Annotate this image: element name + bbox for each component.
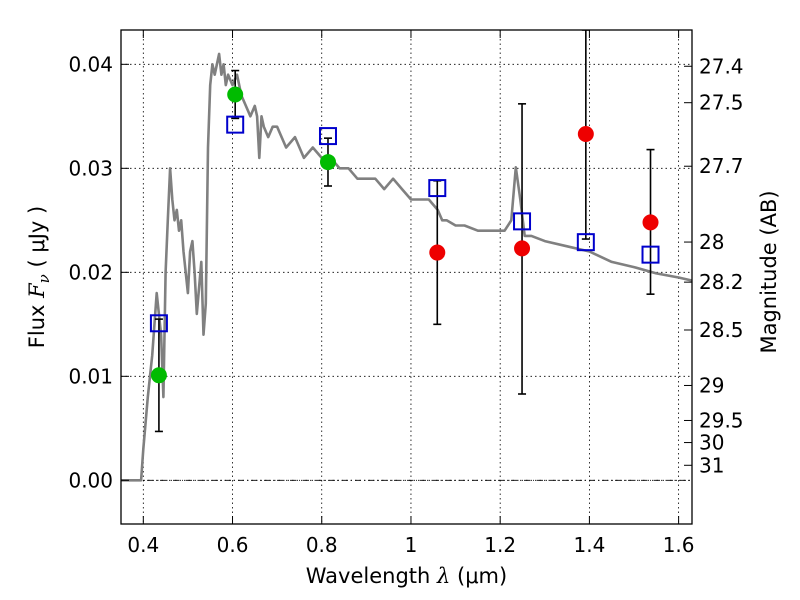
x-tick-label: 1.6	[663, 533, 695, 557]
y-tick-label: 0.01	[68, 364, 113, 388]
data-point-marker	[429, 244, 446, 261]
magnitude-tick-label: 30	[699, 431, 724, 455]
x-tick-label: 1.2	[484, 533, 516, 557]
data-markers	[149, 86, 660, 384]
x-tick-label: 1	[405, 533, 418, 557]
model-square-marker	[641, 245, 660, 264]
tick-labels: 0.4 0.6 0.8 1 1.2 1.4 1.6 0.00 0.01 0.02 0.03 0.04 2…	[68, 52, 743, 557]
magnitude-tick-label: 28.5	[699, 318, 744, 342]
magnitude-tick-label: 27.4	[699, 54, 744, 78]
data-point-marker	[227, 86, 244, 103]
data-point-marker	[514, 240, 531, 257]
magnitude-tick-label: 29.5	[699, 408, 744, 432]
data-point-marker	[150, 367, 167, 384]
data-point-marker	[319, 154, 336, 171]
axis-ticks	[121, 30, 692, 524]
y-tick-label: 0.02	[68, 260, 113, 284]
model-square-marker	[318, 127, 337, 146]
x-tick-label: 0.6	[217, 533, 249, 557]
magnitude-tick-label: 27.7	[699, 154, 744, 178]
model-square-marker	[428, 179, 447, 198]
magnitude-tick-label: 28	[699, 230, 724, 254]
model-square-marker	[149, 314, 168, 333]
magnitude-tick-label: 28.2	[699, 270, 744, 294]
plot-frame	[120, 29, 693, 525]
model-spectrum	[121, 52, 692, 482]
model-spectrum-line	[121, 52, 692, 482]
x-tick-label: 1.4	[573, 533, 605, 557]
magnitude-tick-label: 29	[699, 373, 724, 397]
magnitude-tick-label: 27.5	[699, 91, 744, 115]
x-tick-label: 0.4	[127, 533, 159, 557]
x-axis-title: Wavelength λ (μm)	[306, 564, 507, 588]
y-tick-label: 0.03	[68, 156, 113, 180]
x-tick-label: 0.8	[306, 533, 338, 557]
y-tick-label: 0.00	[68, 468, 113, 492]
model-square-marker	[226, 115, 245, 134]
magnitude-axis-title: Magnitude (AB)	[757, 190, 781, 353]
magnitude-tick-label: 31	[699, 453, 724, 477]
y-tick-label: 0.04	[68, 52, 113, 76]
y-axis-title: Flux Fν ( μJy )	[25, 206, 53, 348]
model-square-marker	[576, 233, 595, 252]
model-square-marker	[513, 212, 532, 231]
data-point-marker	[577, 126, 594, 142]
data-point-marker	[642, 214, 659, 231]
